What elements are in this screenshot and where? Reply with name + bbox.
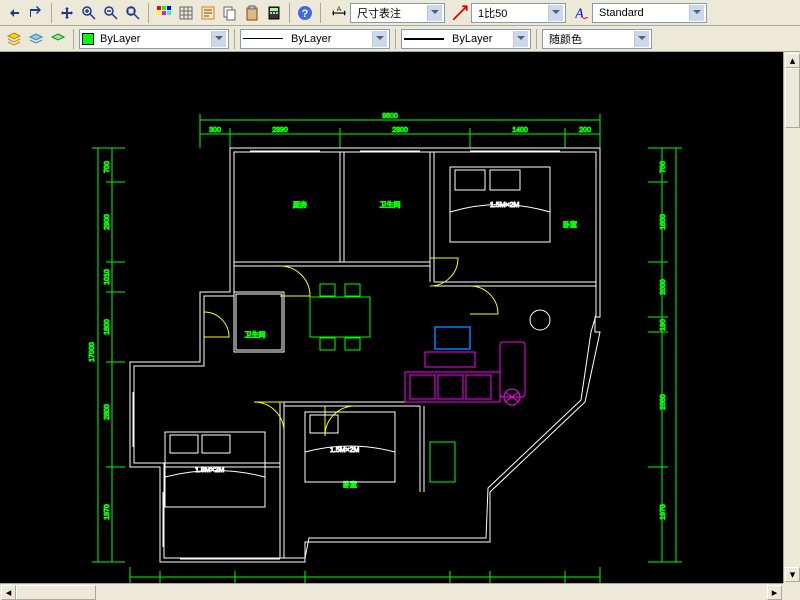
calculator-button[interactable] bbox=[264, 3, 284, 23]
separator bbox=[289, 3, 290, 23]
separator bbox=[320, 3, 321, 23]
svg-text:卧室: 卧室 bbox=[563, 220, 577, 229]
svg-text:?: ? bbox=[302, 8, 309, 20]
copy-button[interactable] bbox=[220, 3, 240, 23]
layer-states-button[interactable] bbox=[26, 29, 46, 49]
undo-button[interactable] bbox=[4, 3, 24, 23]
paste-button[interactable] bbox=[242, 3, 262, 23]
layer-manager-button[interactable] bbox=[4, 29, 24, 49]
help-button[interactable]: ? bbox=[295, 3, 315, 23]
svg-text:300: 300 bbox=[209, 127, 221, 134]
grid-button[interactable] bbox=[176, 3, 196, 23]
svg-text:1970: 1970 bbox=[104, 504, 111, 520]
zoom-extents-button[interactable] bbox=[123, 3, 143, 23]
text-style-icon: A bbox=[572, 4, 590, 22]
color-dropdown[interactable]: 随颜色 bbox=[542, 29, 652, 49]
svg-text:卫生间: 卫生间 bbox=[380, 200, 401, 209]
svg-text:1.8M×2M: 1.8M×2M bbox=[195, 467, 225, 474]
text-style-value: Standard bbox=[595, 7, 689, 19]
dropdown-arrow-icon bbox=[372, 31, 387, 47]
svg-text:1400: 1400 bbox=[512, 127, 528, 134]
zoom-out-button[interactable] bbox=[101, 3, 121, 23]
svg-text:1.5M×2M: 1.5M×2M bbox=[330, 447, 360, 454]
dropdown-arrow-icon bbox=[427, 5, 442, 21]
color-palette-button[interactable] bbox=[154, 3, 174, 23]
svg-text:2800: 2800 bbox=[104, 404, 111, 420]
drawing-canvas[interactable]: 9800 300 2890 2800 1400 200 17000 700 29… bbox=[0, 52, 800, 600]
separator bbox=[51, 3, 52, 23]
scroll-thumb[interactable] bbox=[16, 585, 96, 600]
linetype-dropdown[interactable]: ByLayer bbox=[240, 29, 390, 49]
dim-style-icon: A bbox=[330, 4, 348, 22]
linetype-swatch bbox=[243, 38, 283, 39]
redo-dropdown[interactable] bbox=[26, 3, 46, 23]
layer-color-swatch bbox=[82, 33, 94, 45]
separator bbox=[395, 29, 396, 49]
scale-dropdown[interactable]: 1比50 bbox=[471, 3, 566, 23]
toolbar-main: ? A 尺寸表注 1比50 A Standard bbox=[0, 0, 800, 26]
dropdown-arrow-icon bbox=[634, 31, 649, 47]
layer-dropdown[interactable]: ByLayer bbox=[79, 29, 229, 49]
horizontal-scrollbar[interactable]: ◂ ▸ bbox=[0, 583, 783, 600]
dim-style-dropdown[interactable]: 尺寸表注 bbox=[350, 3, 445, 23]
svg-text:1800: 1800 bbox=[104, 319, 111, 335]
svg-text:2800: 2800 bbox=[392, 127, 408, 134]
svg-text:2680: 2680 bbox=[660, 394, 667, 410]
svg-text:2000: 2000 bbox=[660, 279, 667, 295]
separator bbox=[73, 29, 74, 49]
scale-group: 1比50 bbox=[451, 3, 566, 23]
vertical-scrollbar[interactable]: ▴ ▾ bbox=[783, 52, 800, 583]
dropdown-arrow-icon bbox=[513, 31, 528, 47]
zoom-in-button[interactable] bbox=[79, 3, 99, 23]
properties-button[interactable] bbox=[198, 3, 218, 23]
scroll-down-button[interactable]: ▾ bbox=[785, 567, 800, 582]
svg-text:700: 700 bbox=[660, 161, 667, 173]
scroll-thumb[interactable] bbox=[785, 68, 800, 128]
layer-value: ByLayer bbox=[96, 33, 211, 45]
text-style-dropdown[interactable]: Standard bbox=[592, 3, 707, 23]
scale-icon bbox=[451, 4, 469, 22]
dropdown-arrow-icon bbox=[689, 5, 704, 21]
scroll-right-button[interactable]: ▸ bbox=[767, 585, 782, 600]
svg-text:700: 700 bbox=[104, 161, 111, 173]
separator bbox=[536, 29, 537, 49]
svg-text:1970: 1970 bbox=[660, 504, 667, 520]
scroll-up-button[interactable]: ▴ bbox=[785, 53, 800, 68]
lineweight-value: ByLayer bbox=[448, 33, 513, 45]
svg-text:厨房: 厨房 bbox=[293, 200, 307, 209]
svg-text:200: 200 bbox=[579, 127, 591, 134]
color-value: 随颜色 bbox=[545, 31, 634, 47]
svg-text:17000: 17000 bbox=[89, 342, 96, 362]
svg-text:2900: 2900 bbox=[104, 214, 111, 230]
scroll-left-button[interactable]: ◂ bbox=[1, 585, 16, 600]
svg-text:A: A bbox=[574, 5, 584, 20]
lineweight-dropdown[interactable]: ByLayer bbox=[401, 29, 531, 49]
svg-text:卫生间: 卫生间 bbox=[245, 330, 266, 339]
svg-text:A: A bbox=[337, 5, 342, 12]
scale-value: 1比50 bbox=[474, 5, 548, 21]
dropdown-arrow-icon bbox=[548, 5, 563, 21]
layer-previous-button[interactable] bbox=[48, 29, 68, 49]
svg-text:卧室: 卧室 bbox=[343, 480, 357, 489]
dim-style-group: A 尺寸表注 bbox=[330, 3, 445, 23]
svg-text:190: 190 bbox=[660, 319, 667, 331]
dropdown-arrow-icon bbox=[211, 31, 226, 47]
linetype-value: ByLayer bbox=[287, 33, 372, 45]
svg-text:9800: 9800 bbox=[382, 113, 398, 120]
scrollbar-corner bbox=[783, 583, 800, 600]
pan-button[interactable] bbox=[57, 3, 77, 23]
svg-text:2890: 2890 bbox=[272, 127, 288, 134]
separator bbox=[148, 3, 149, 23]
text-style-group: A Standard bbox=[572, 3, 707, 23]
dim-style-value: 尺寸表注 bbox=[353, 5, 427, 21]
toolbar-properties: ByLayer ByLayer ByLayer 随颜色 bbox=[0, 26, 800, 52]
svg-text:1010: 1010 bbox=[104, 269, 111, 285]
svg-text:1800: 1800 bbox=[660, 214, 667, 230]
lineweight-swatch bbox=[404, 38, 444, 40]
svg-text:1.5M×2M: 1.5M×2M bbox=[490, 202, 520, 209]
separator bbox=[234, 29, 235, 49]
floor-plan-drawing: 9800 300 2890 2800 1400 200 17000 700 29… bbox=[0, 52, 783, 583]
